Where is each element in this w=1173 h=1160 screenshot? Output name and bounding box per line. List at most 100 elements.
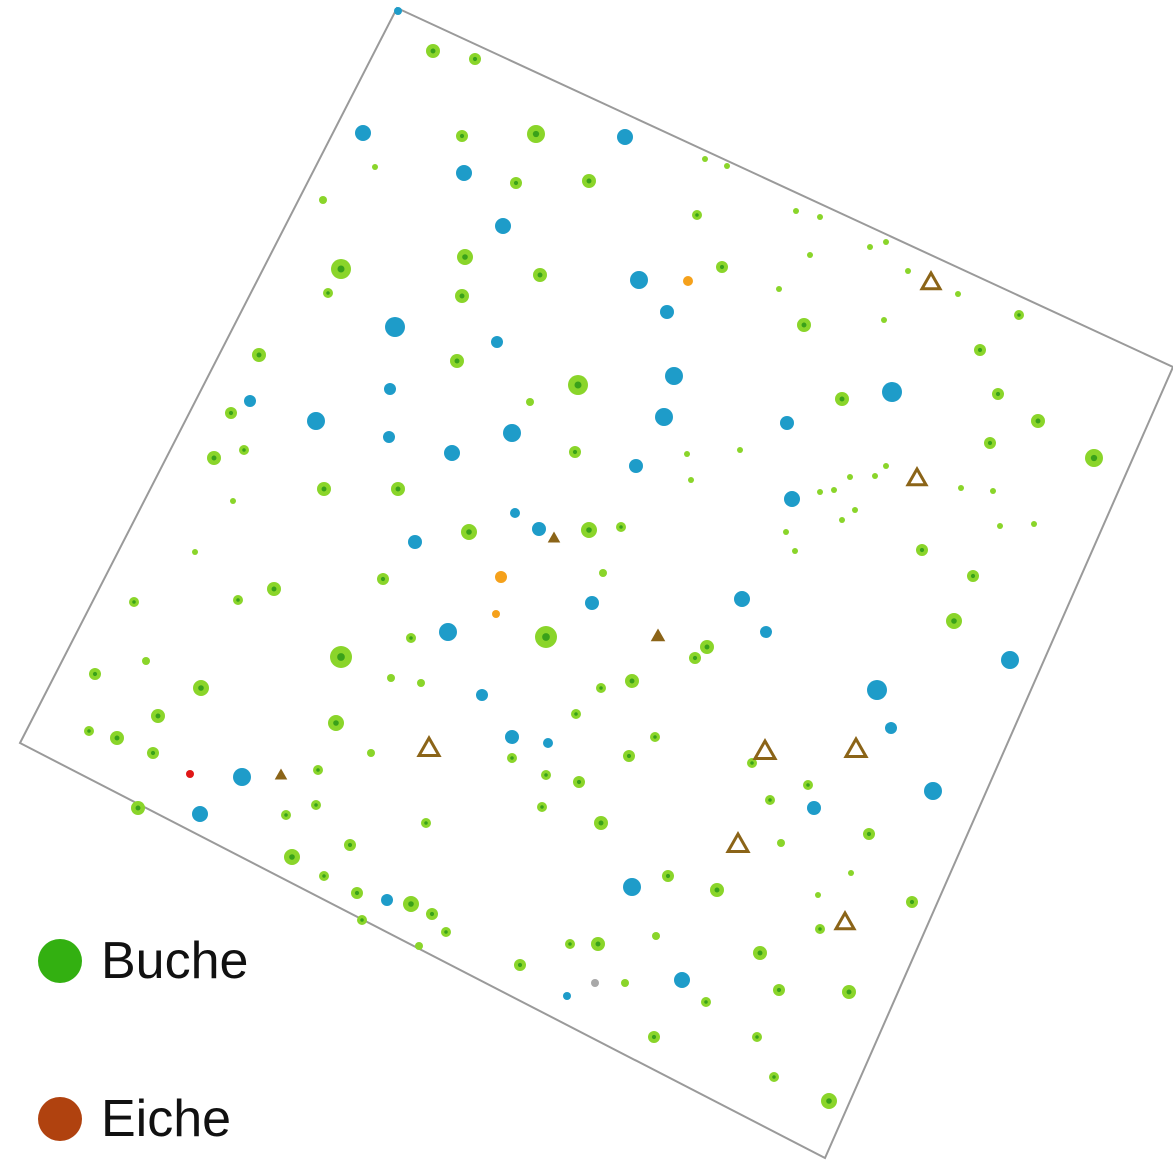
tree-marker-core-25 — [459, 293, 465, 299]
tree-marker-155 — [848, 870, 854, 876]
tree-marker-169 — [652, 932, 660, 940]
tree-marker-46 — [526, 398, 534, 406]
legend-swatch-eiche — [38, 1097, 82, 1141]
tree-marker-core-45 — [228, 410, 234, 416]
tree-marker-173 — [674, 972, 690, 988]
tree-marker-59 — [684, 451, 690, 457]
tree-marker-core-157 — [714, 887, 720, 893]
tree-marker-core-105 — [409, 636, 413, 640]
tree-marker-core-160 — [408, 901, 414, 907]
tree-marker-core-146 — [284, 813, 288, 817]
tree-marker-42 — [665, 367, 683, 385]
tree-marker-66 — [230, 498, 236, 504]
legend-swatch-buche — [38, 939, 82, 983]
tree-marker-74 — [883, 463, 889, 469]
oak-marker-4 — [650, 628, 666, 642]
tree-marker-core-136 — [544, 773, 548, 777]
tree-marker-55 — [383, 431, 395, 443]
tree-marker-159 — [381, 894, 393, 906]
tree-marker-core-121 — [333, 720, 339, 726]
tree-marker-core-140 — [135, 805, 141, 811]
tree-marker-56 — [503, 424, 521, 442]
tree-marker-57 — [444, 445, 460, 461]
tree-marker-129 — [367, 749, 375, 757]
oak-marker-3 — [547, 531, 561, 543]
tree-marker-core-67 — [321, 486, 327, 492]
tree-marker-core-180 — [651, 1034, 657, 1040]
tree-marker-47 — [307, 412, 325, 430]
tree-marker-core-183 — [826, 1098, 832, 1104]
tree-marker-87 — [408, 535, 422, 549]
tree-marker-core-9 — [513, 180, 519, 186]
tree-marker-44 — [244, 395, 256, 407]
tree-marker-core-106 — [704, 644, 710, 650]
legend-label-buche: Buche — [101, 932, 249, 990]
tree-marker-core-104 — [542, 633, 550, 641]
tree-marker-141 — [192, 806, 208, 822]
tree-marker-core-91 — [380, 576, 386, 582]
tree-marker-core-24 — [326, 291, 330, 295]
tree-marker-88 — [192, 549, 198, 555]
tree-marker-11 — [319, 196, 327, 204]
tree-marker-core-33 — [1017, 313, 1021, 317]
tree-marker-32 — [955, 291, 961, 297]
tree-marker-27 — [776, 286, 782, 292]
tree-marker-43 — [384, 383, 396, 395]
tree-marker-core-4 — [459, 133, 465, 139]
tree-marker-110 — [142, 657, 150, 665]
tree-marker-core-149 — [347, 842, 353, 848]
tree-marker-60 — [737, 447, 743, 453]
tree-marker-core-143 — [540, 805, 544, 809]
tree-marker-65 — [688, 477, 694, 483]
tree-marker-core-81 — [466, 529, 472, 535]
tree-marker-118 — [867, 680, 887, 700]
tree-marker-109 — [1001, 651, 1019, 669]
oak-marker-2 — [905, 465, 929, 487]
tree-marker-core-114 — [629, 678, 635, 684]
tree-marker-core-79 — [586, 527, 592, 533]
tree-marker-core-148 — [598, 820, 604, 826]
tree-marker-core-153 — [322, 874, 326, 878]
tree-marker-core-20 — [537, 272, 543, 278]
tree-marker-89 — [792, 548, 798, 554]
tree-marker-161 — [815, 892, 821, 898]
tree-marker-core-168 — [595, 941, 601, 947]
tree-marker-core-37 — [801, 322, 807, 328]
tree-marker-85 — [997, 523, 1003, 529]
tree-marker-core-61 — [211, 455, 217, 461]
tree-marker-core-128 — [150, 750, 156, 756]
tree-marker-92 — [495, 571, 507, 583]
tree-marker-77 — [510, 508, 520, 518]
tree-marker-core-80 — [619, 525, 623, 529]
tree-marker-core-19 — [462, 254, 468, 260]
tree-marker-core-164 — [360, 918, 364, 922]
tree-marker-8 — [456, 165, 472, 181]
tree-marker-170 — [415, 942, 423, 950]
tree-marker-35 — [385, 317, 405, 337]
tree-marker-core-1 — [430, 48, 436, 54]
tree-marker-139 — [924, 782, 942, 800]
tree-marker-core-108 — [337, 653, 345, 661]
oak-marker-9 — [725, 830, 751, 853]
tree-marker-core-181 — [755, 1035, 759, 1039]
tree-marker-126 — [543, 738, 553, 748]
tree-marker-6 — [617, 129, 633, 145]
legend-item-eiche: Eiche — [38, 1093, 231, 1145]
oak-marker-10 — [833, 909, 857, 931]
tree-marker-core-178 — [846, 989, 852, 995]
tree-marker-core-38 — [977, 347, 983, 353]
tree-marker-core-95 — [970, 573, 976, 579]
tree-marker-core-162 — [909, 899, 915, 905]
tree-marker-core-54 — [242, 448, 246, 452]
tree-marker-core-90 — [919, 547, 925, 553]
tree-marker-21 — [630, 271, 648, 289]
tree-marker-core-120 — [574, 712, 578, 716]
tree-marker-76 — [990, 488, 996, 494]
tree-marker-core-179 — [704, 1000, 708, 1004]
tree-marker-core-111 — [92, 671, 98, 677]
tree-marker-core-52 — [995, 391, 1001, 397]
tree-marker-31 — [905, 268, 911, 274]
tree-marker-184 — [394, 7, 402, 15]
tree-marker-78 — [532, 522, 546, 536]
